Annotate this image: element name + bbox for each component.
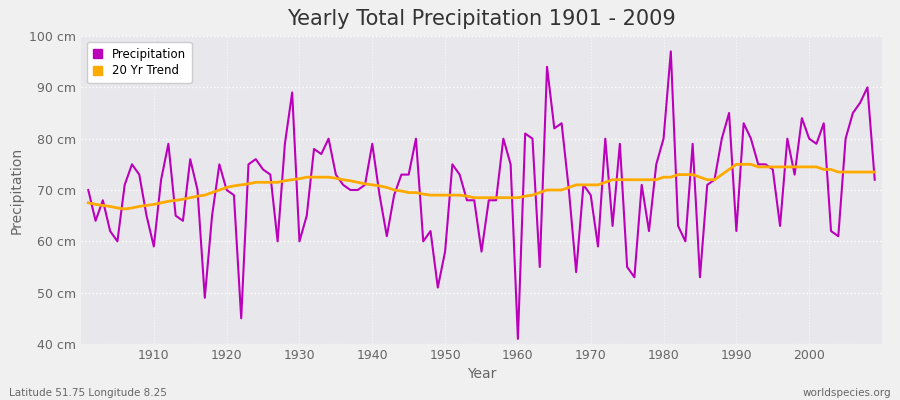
- Text: worldspecies.org: worldspecies.org: [803, 388, 891, 398]
- Legend: Precipitation, 20 Yr Trend: Precipitation, 20 Yr Trend: [87, 42, 192, 83]
- Title: Yearly Total Precipitation 1901 - 2009: Yearly Total Precipitation 1901 - 2009: [287, 9, 676, 29]
- Y-axis label: Precipitation: Precipitation: [10, 146, 23, 234]
- Text: Latitude 51.75 Longitude 8.25: Latitude 51.75 Longitude 8.25: [9, 388, 166, 398]
- X-axis label: Year: Year: [467, 368, 496, 382]
